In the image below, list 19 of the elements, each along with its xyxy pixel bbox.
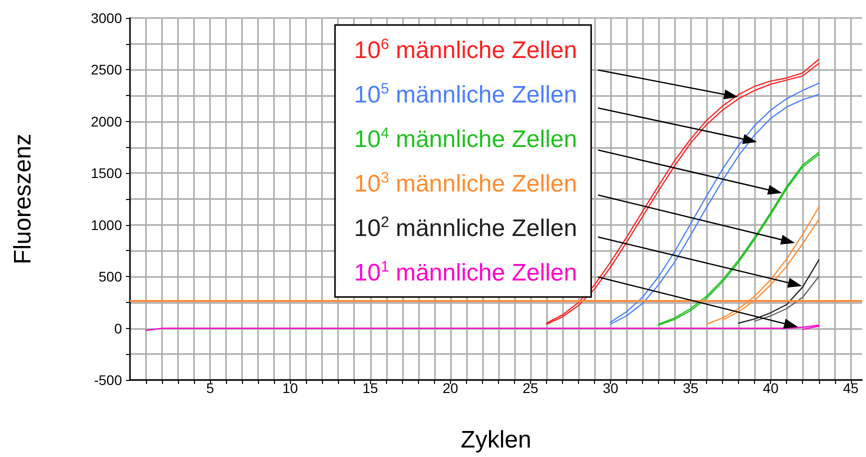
y-tick-label: 1000 — [90, 216, 122, 233]
y-tick-label: 0 — [114, 320, 122, 336]
x-tick-label: 30 — [602, 380, 619, 396]
y-tick-label: 2000 — [90, 113, 122, 130]
x-axis-title: Zyklen — [460, 426, 532, 454]
x-tick-label: 15 — [362, 380, 378, 396]
x-tick-label: 20 — [442, 380, 458, 396]
x-tick-label: 25 — [522, 380, 538, 396]
y-axis-title: Fluoreszenz — [10, 134, 36, 264]
y-tick-label: 3000 — [90, 10, 122, 26]
y-tick-label: 2500 — [90, 62, 122, 78]
y-tick-label: 1500 — [90, 165, 122, 182]
x-tick-label: 10 — [282, 380, 298, 396]
x-tick-label: 5 — [206, 380, 214, 396]
y-tick-label: -500 — [94, 372, 122, 388]
x-tick-label: 35 — [682, 380, 699, 396]
x-tick-label: 45 — [843, 380, 859, 396]
x-tick-label: 40 — [762, 380, 779, 396]
y-tick-label: 500 — [98, 268, 122, 285]
